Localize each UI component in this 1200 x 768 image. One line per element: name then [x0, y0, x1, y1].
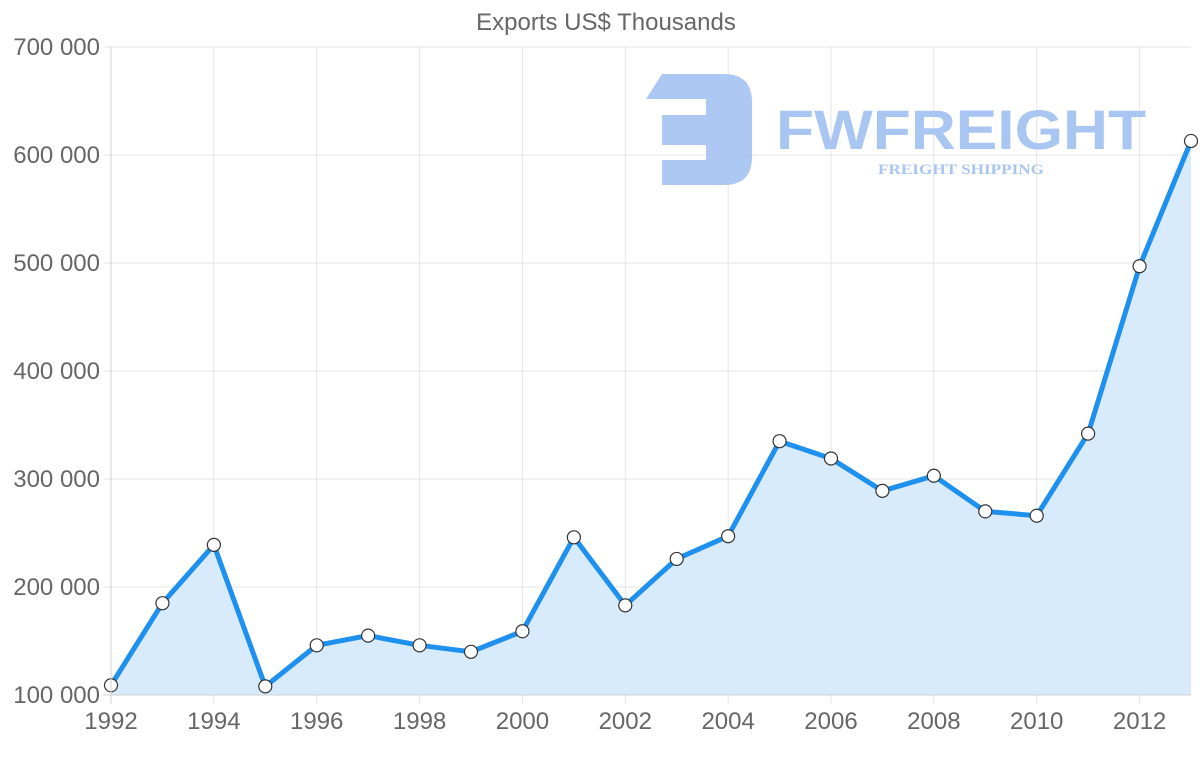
- data-point: [515, 624, 530, 639]
- data-point: [155, 596, 170, 611]
- x-tick-label: 1998: [393, 708, 446, 735]
- x-tick-label: 2010: [1010, 708, 1063, 735]
- data-point: [1183, 133, 1199, 149]
- x-tick-label: 2004: [701, 708, 754, 735]
- fw-logo-icon: [646, 74, 752, 185]
- x-tick-label: 2002: [599, 708, 652, 735]
- data-point: [566, 530, 581, 545]
- x-tick-label: 1996: [290, 708, 343, 735]
- data-point: [1081, 426, 1096, 441]
- data-point: [258, 679, 273, 694]
- y-tick-label: 600 000: [13, 142, 100, 169]
- x-tick-label: 2012: [1113, 708, 1166, 735]
- data-point: [412, 638, 427, 653]
- y-tick-label: 700 000: [13, 34, 100, 61]
- chart-title: Exports US$ Thousands: [476, 9, 736, 36]
- data-point: [875, 483, 890, 498]
- data-point: [361, 628, 376, 643]
- y-tick-label: 300 000: [13, 466, 100, 493]
- data-point: [721, 529, 736, 544]
- data-point: [669, 551, 684, 567]
- x-tick-label: 2008: [907, 708, 960, 735]
- brand-watermark: FWFREIGHT FREIGHT SHIPPING: [646, 74, 1146, 185]
- data-point: [463, 644, 479, 659]
- data-point: [206, 537, 221, 552]
- data-point: [978, 504, 993, 519]
- x-tick-label: 2000: [496, 708, 549, 735]
- data-point: [926, 468, 941, 483]
- data-point: [1132, 259, 1147, 274]
- data-point: [823, 451, 839, 466]
- x-axis-labels: 1992 1994 1996 1998 2000 2002 2004 2006 2008 2010…: [84, 708, 1166, 735]
- series-line: [108, 140, 1194, 689]
- x-tick-label: 1992: [84, 708, 137, 735]
- data-points: [103, 133, 1199, 694]
- x-tick-label: 1994: [187, 708, 240, 735]
- data-point: [309, 638, 324, 653]
- data-point: [618, 598, 633, 613]
- data-point: [772, 434, 787, 449]
- watermark-tagline: FREIGHT SHIPPING: [878, 162, 1044, 178]
- x-tick-label: 2006: [804, 708, 857, 735]
- y-tick-label: 200 000: [13, 574, 100, 601]
- watermark-brand: FWFREIGHT: [776, 98, 1146, 161]
- y-tick-label: 500 000: [13, 250, 100, 277]
- series-area: [111, 141, 1191, 695]
- y-axis-labels: 700 000 600 000 500 000 400 000 300 000 200 0…: [13, 34, 100, 709]
- data-point: [1029, 508, 1044, 523]
- y-tick-label: 100 000: [13, 682, 100, 709]
- y-tick-label: 400 000: [13, 358, 100, 385]
